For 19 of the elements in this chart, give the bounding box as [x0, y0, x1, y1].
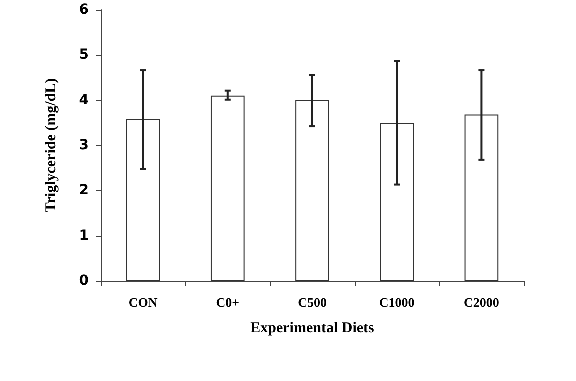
bar: [126, 119, 160, 281]
x-tick-label: C0+: [216, 295, 240, 310]
y-tick-label: 1: [79, 228, 89, 244]
x-tick-label: C2000: [464, 295, 500, 310]
bar: [296, 100, 330, 281]
y-tick-label: 6: [79, 2, 89, 18]
y-tick-label: 0: [79, 273, 90, 289]
y-tick-label: 4: [79, 92, 90, 108]
bar: [380, 123, 414, 281]
y-axis-title: Triglyceride (mg/dL): [44, 78, 60, 213]
x-tick-label: CON: [128, 295, 158, 310]
x-tick-label: C1000: [379, 295, 415, 310]
bar: [464, 114, 499, 281]
y-tick-label: 5: [79, 47, 89, 64]
y-tick-label: 2: [79, 182, 89, 199]
y-tick-label: 3: [79, 138, 89, 154]
bar: [210, 96, 245, 281]
x-tick-label: C500: [298, 295, 327, 310]
x-axis-title: Experimental Diets: [250, 320, 375, 336]
